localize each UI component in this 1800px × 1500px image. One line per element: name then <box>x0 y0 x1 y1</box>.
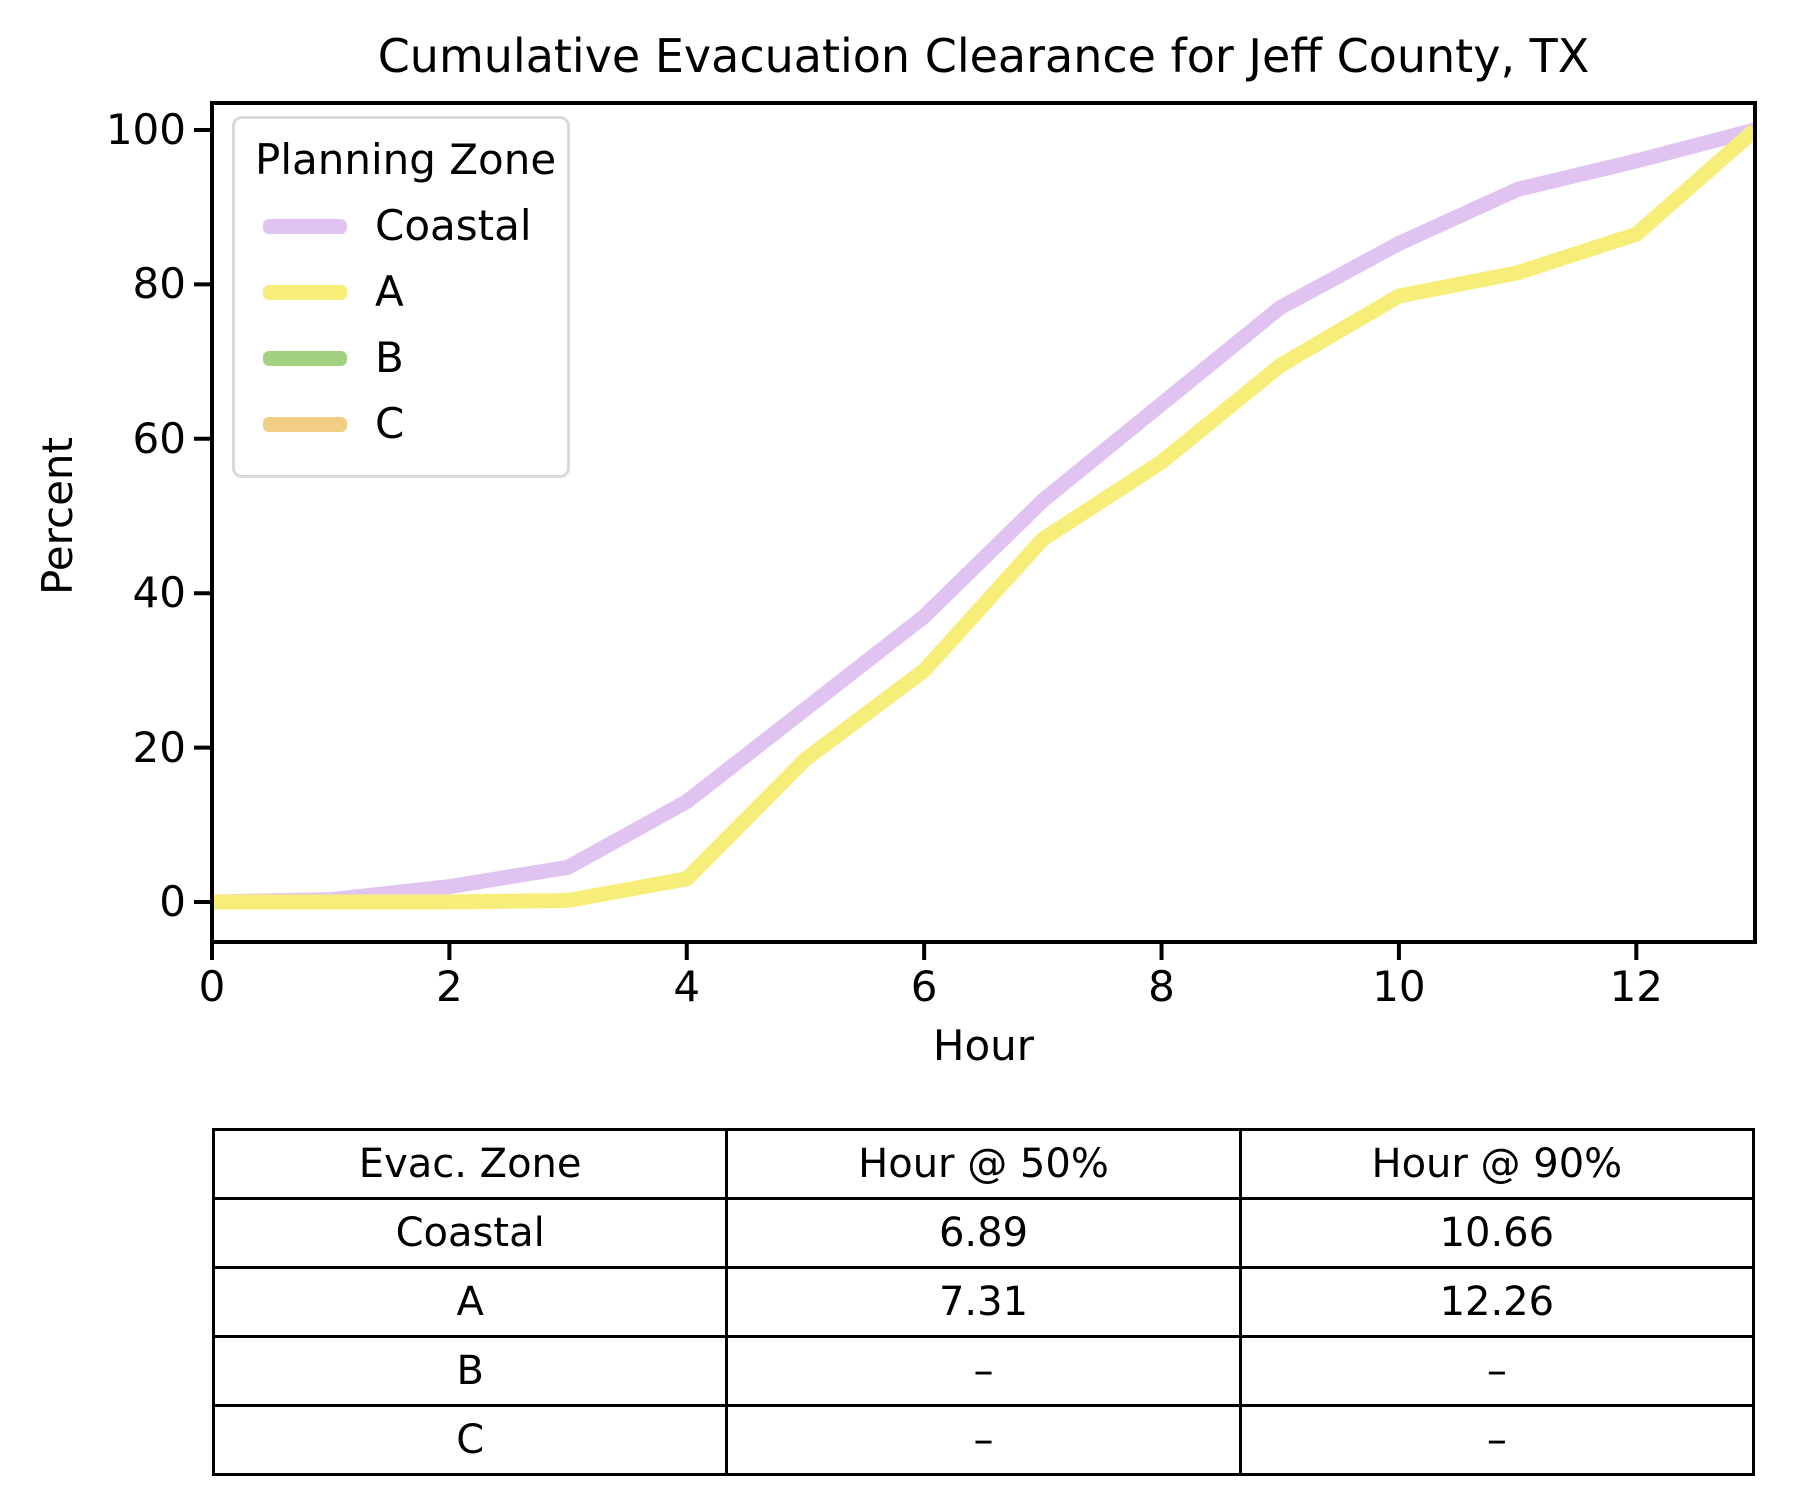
table-header-cell: Hour @ 90% <box>1238 1128 1756 1200</box>
series-line-a <box>212 124 1755 910</box>
series-group <box>212 122 1755 910</box>
table-cell: 7.31 <box>725 1266 1242 1338</box>
table-cell: – <box>725 1335 1242 1407</box>
x-tick-label: 2 <box>436 962 463 1011</box>
legend-items: Coastal A B C <box>255 193 551 457</box>
x-axis-label: Hour <box>932 1021 1035 1070</box>
table-cell: C <box>211 1404 729 1476</box>
legend-swatch-c <box>263 416 347 432</box>
x-tick-label: 4 <box>673 962 701 1011</box>
y-axis-label: Percent <box>33 436 82 596</box>
y-tick-label: 20 <box>132 722 186 772</box>
x-tick-label: 0 <box>198 962 226 1011</box>
x-tick-label: 6 <box>910 962 938 1011</box>
legend-label-coastal: Coastal <box>375 201 532 250</box>
y-tick-label: 100 <box>105 105 186 154</box>
table-cell: Coastal <box>211 1197 729 1269</box>
table-cell: 6.89 <box>725 1197 1242 1269</box>
chart-title: Cumulative Evacuation Clearance for Jeff… <box>377 29 1590 83</box>
y-tick-label: 0 <box>159 877 186 926</box>
table-row-c: C – – <box>211 1404 1756 1476</box>
legend-item-b: B <box>255 325 551 391</box>
table-cell: 12.26 <box>1238 1266 1756 1338</box>
table-cell: 10.66 <box>1238 1197 1756 1269</box>
table-cell: B <box>211 1335 729 1407</box>
series-line-coastal <box>212 122 1755 910</box>
axes-spines <box>210 101 1757 944</box>
x-tick-label: 10 <box>1372 962 1426 1011</box>
legend-item-a: A <box>255 259 551 325</box>
x-tick-label: 8 <box>1148 962 1175 1011</box>
x-tick-label: 12 <box>1609 962 1664 1011</box>
legend-label-c: C <box>375 399 405 448</box>
legend-swatch-coastal <box>263 218 347 234</box>
table-cell: – <box>1238 1404 1756 1476</box>
table-header-cell: Hour @ 50% <box>725 1128 1242 1200</box>
table-row-coastal: Coastal 6.89 10.66 <box>211 1197 1756 1269</box>
legend-item-c: C <box>255 391 551 457</box>
y-tick-label: 80 <box>132 259 186 309</box>
table-cell: – <box>1238 1335 1756 1407</box>
legend-label-a: A <box>375 267 404 316</box>
legend-swatch-a <box>263 284 347 300</box>
legend-label-b: B <box>375 333 404 382</box>
legend-swatch-b <box>263 350 347 366</box>
y-tick-label: 60 <box>132 413 186 463</box>
table-cell: – <box>725 1404 1242 1476</box>
table-header-row: Evac. Zone Hour @ 50% Hour @ 90% <box>211 1128 1756 1200</box>
legend-title: Planning Zone <box>255 135 557 184</box>
table-row-b: B – – <box>211 1335 1756 1407</box>
table-row-a: A 7.31 12.26 <box>211 1266 1756 1338</box>
legend: Planning Zone Coastal A B C <box>232 116 570 478</box>
legend-item-coastal: Coastal <box>255 193 551 259</box>
table-header-cell: Evac. Zone <box>211 1128 729 1200</box>
table-cell: A <box>211 1266 729 1338</box>
y-tick-label: 40 <box>132 568 186 618</box>
clearance-table: Evac. Zone Hour @ 50% Hour @ 90% Coastal 6.8… <box>211 1128 1756 1476</box>
